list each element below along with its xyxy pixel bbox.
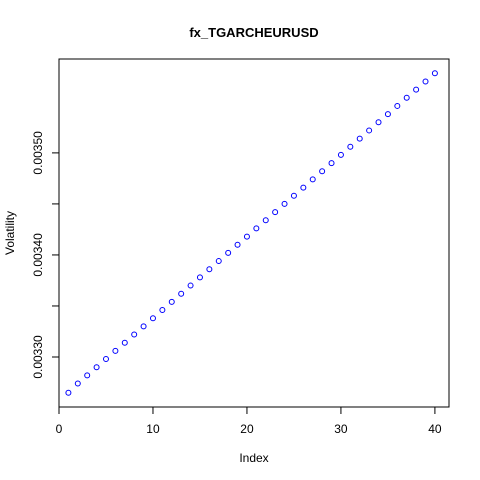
data-point: [159, 307, 166, 314]
data-point: [206, 266, 213, 273]
data-point: [84, 372, 91, 379]
data-point: [65, 389, 72, 396]
x-tick-label: 30: [334, 422, 348, 436]
chart-title: fx_TGARCHEURUSD: [189, 25, 318, 40]
data-point: [290, 192, 297, 199]
data-point: [225, 249, 232, 256]
y-axis: 0.00330 0.00340 0.00350: [31, 131, 60, 379]
data-point: [74, 380, 81, 387]
x-tick-label: 20: [240, 422, 254, 436]
data-point: [403, 94, 410, 101]
data-point: [112, 347, 119, 354]
data-point: [131, 331, 138, 338]
x-tick-label: 10: [146, 422, 160, 436]
data-point: [121, 339, 128, 346]
data-point: [384, 111, 391, 118]
data-point: [375, 119, 382, 126]
data-point: [366, 127, 373, 134]
x-axis: 0 10 20 30 40: [56, 406, 442, 436]
data-point: [309, 176, 316, 183]
data-point: [431, 70, 438, 77]
data-point: [253, 225, 260, 232]
data-point: [140, 323, 147, 330]
data-point: [187, 282, 194, 289]
y-tick-label: 0.00340: [31, 233, 45, 277]
data-point: [102, 356, 109, 363]
data-point: [413, 86, 420, 93]
data-point: [149, 315, 156, 322]
data-point: [168, 298, 175, 305]
x-axis-label: Index: [239, 451, 268, 465]
data-point: [234, 241, 241, 248]
data-point: [422, 78, 429, 85]
data-point: [347, 143, 354, 150]
data-point: [178, 290, 185, 297]
data-point: [272, 209, 279, 216]
data-point: [262, 217, 269, 224]
data-point: [328, 160, 335, 167]
data-point: [215, 258, 222, 265]
data-point: [356, 135, 363, 142]
data-points: [65, 70, 438, 396]
y-tick-label: 0.00330: [31, 335, 45, 379]
x-tick-label: 0: [56, 422, 63, 436]
data-point: [319, 168, 326, 175]
plot-area-frame: [58, 58, 450, 408]
data-point: [337, 151, 344, 158]
data-point: [243, 233, 250, 240]
data-point: [196, 274, 203, 281]
data-point: [281, 200, 288, 207]
data-point: [300, 184, 307, 191]
data-point: [93, 364, 100, 371]
y-axis-label: Volatility: [3, 211, 17, 255]
y-tick-label: 0.00350: [31, 131, 45, 175]
data-point: [394, 102, 401, 109]
x-tick-label: 40: [428, 422, 442, 436]
